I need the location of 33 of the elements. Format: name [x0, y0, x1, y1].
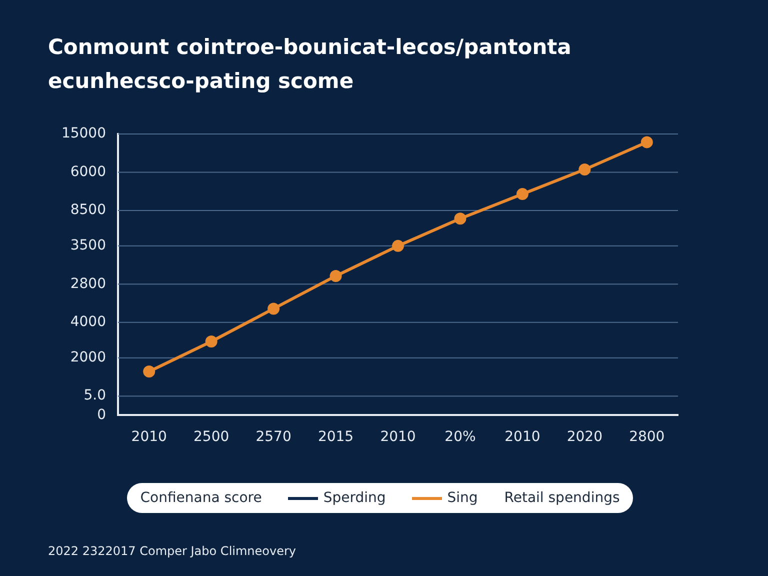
point — [578, 163, 591, 176]
point — [516, 188, 528, 200]
point — [454, 212, 466, 225]
x-tick-label: 2500 — [194, 429, 230, 446]
x-tick-label: 20% — [444, 429, 476, 446]
text: 4000 — [70, 314, 106, 330]
text: 15000 — [61, 126, 106, 142]
point — [268, 302, 280, 315]
text: 3500 — [70, 238, 106, 254]
x-tick-label: 2010 — [380, 429, 416, 446]
text: Retail spendings — [504, 490, 620, 506]
text: 2800 — [70, 276, 106, 292]
x-tick-label: 2020 — [566, 429, 602, 446]
x-tick-label: 2010 — [131, 429, 167, 446]
text: 5.0 — [84, 388, 106, 404]
text: 6000 — [70, 164, 106, 180]
point — [392, 240, 404, 252]
legend-label: Sperding — [322, 490, 386, 506]
text: 8500 — [70, 202, 106, 218]
x-tick-label: 2570 — [256, 429, 292, 446]
x-tick-label: 2010 — [504, 429, 540, 446]
point — [330, 270, 342, 282]
x-tick-label: 2800 — [629, 429, 665, 446]
text: 2022 2322017 Comper Jabo Climneovery — [48, 544, 296, 558]
point — [205, 335, 218, 348]
x-tick-label: 2015 — [318, 429, 354, 446]
text: 0 — [97, 406, 106, 423]
point — [143, 366, 156, 378]
text: 2000 — [70, 350, 106, 366]
point — [640, 136, 653, 148]
legend-label: Sing — [446, 490, 478, 506]
chart-title: Conmount cointroe-bounicat-lecos/pantonta ecunhecsco-pating scome — [48, 34, 572, 95]
text: Confienana score — [140, 490, 262, 506]
